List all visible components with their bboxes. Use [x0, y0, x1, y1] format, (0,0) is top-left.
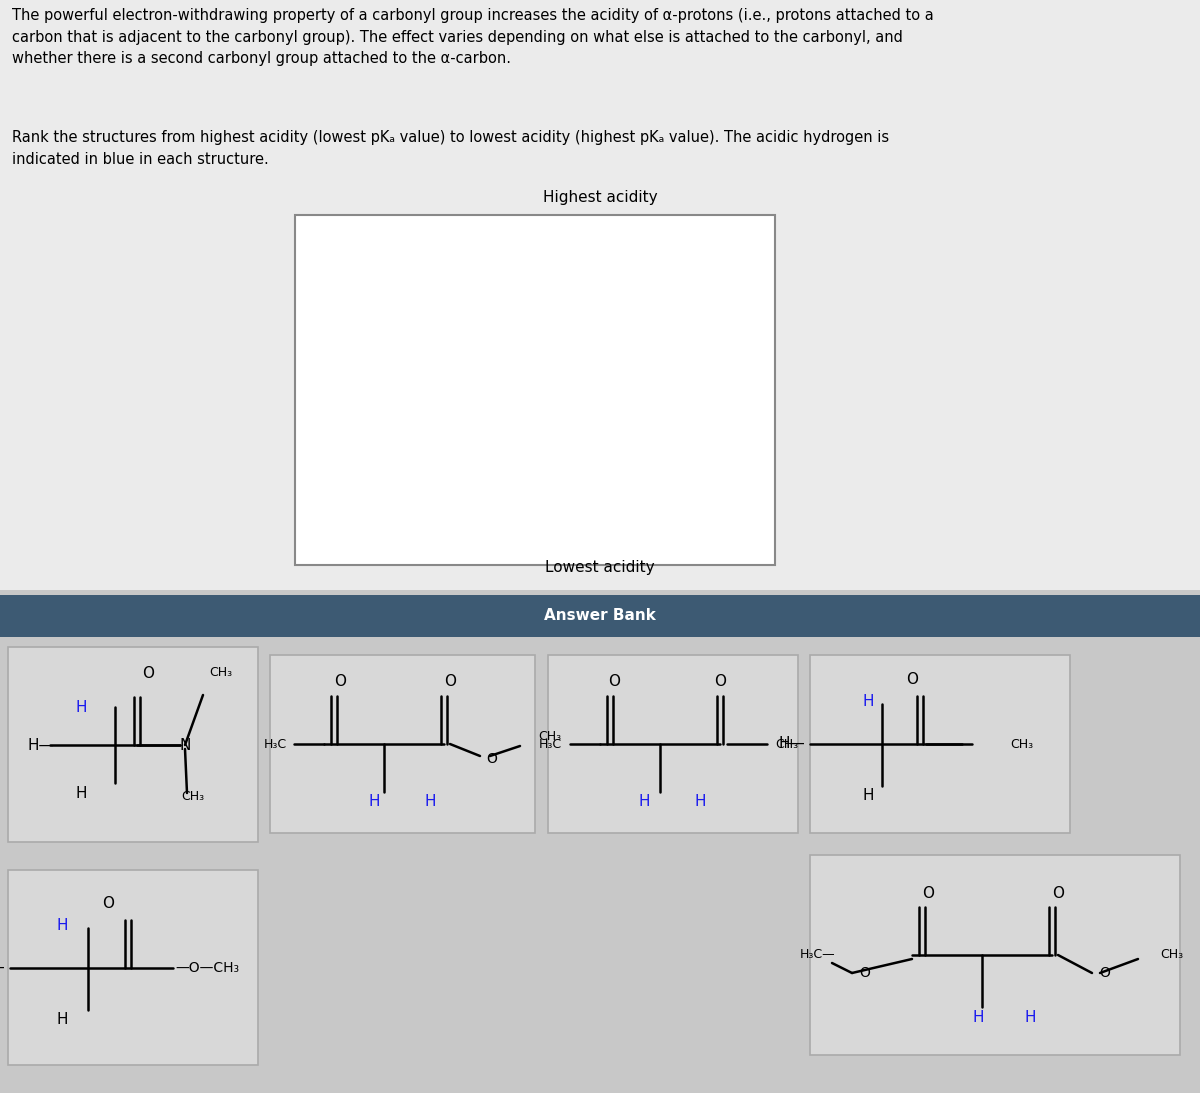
Text: CH₃: CH₃: [775, 738, 798, 751]
Text: N: N: [179, 738, 191, 752]
Text: CH₃: CH₃: [181, 790, 204, 803]
Text: O: O: [102, 895, 114, 910]
Text: O: O: [142, 666, 154, 681]
Text: O: O: [486, 752, 498, 766]
Text: O: O: [444, 674, 456, 690]
Text: H: H: [76, 700, 86, 715]
Bar: [0, 595, 1200, 637]
Text: H: H: [56, 918, 67, 933]
Bar: [8, 647, 258, 842]
Text: O: O: [906, 671, 918, 686]
Text: CH₃: CH₃: [210, 667, 233, 680]
Bar: [0, 0, 1200, 590]
Text: H: H: [863, 788, 874, 803]
Text: H: H: [972, 1010, 984, 1024]
Text: O: O: [714, 674, 726, 690]
Bar: [0, 0, 1200, 590]
Text: H: H: [863, 694, 874, 709]
Bar: [295, 215, 775, 565]
Text: O: O: [334, 674, 346, 690]
Text: H: H: [56, 1012, 67, 1027]
Text: O: O: [1099, 966, 1110, 980]
Text: H: H: [638, 795, 649, 810]
Text: H₃C: H₃C: [539, 738, 562, 751]
Text: H—: H—: [0, 961, 5, 975]
Text: H—: H—: [779, 737, 805, 752]
Text: H: H: [425, 795, 436, 810]
Text: —O—CH₃: —O—CH₃: [175, 961, 239, 975]
Text: O: O: [922, 885, 934, 901]
Bar: [548, 655, 798, 833]
Text: CH₃: CH₃: [1010, 738, 1033, 751]
Bar: [8, 870, 258, 1065]
Text: H: H: [76, 786, 86, 800]
Text: H₃C: H₃C: [264, 738, 287, 751]
Text: H: H: [1025, 1010, 1036, 1024]
Text: Rank the structures from highest acidity (lowest pKₐ value) to lowest acidity (h: Rank the structures from highest acidity…: [12, 130, 889, 166]
Bar: [810, 855, 1180, 1055]
Bar: [270, 655, 535, 833]
Text: O: O: [859, 966, 870, 980]
Text: The powerful electron-withdrawing property of a carbonyl group increases the aci: The powerful electron-withdrawing proper…: [12, 8, 934, 67]
Text: H—: H—: [28, 738, 54, 752]
Text: H: H: [368, 795, 379, 810]
Text: O: O: [608, 674, 620, 690]
Text: H: H: [695, 795, 706, 810]
Text: Lowest acidity: Lowest acidity: [545, 560, 655, 575]
Text: Highest acidity: Highest acidity: [542, 190, 658, 205]
Text: O: O: [1052, 885, 1064, 901]
Text: CH₃: CH₃: [539, 729, 562, 742]
Bar: [810, 655, 1070, 833]
Bar: [0, 637, 1200, 1093]
Text: Answer Bank: Answer Bank: [544, 609, 656, 623]
Text: CH₃: CH₃: [1160, 949, 1183, 962]
Text: H₃C—: H₃C—: [799, 949, 835, 962]
